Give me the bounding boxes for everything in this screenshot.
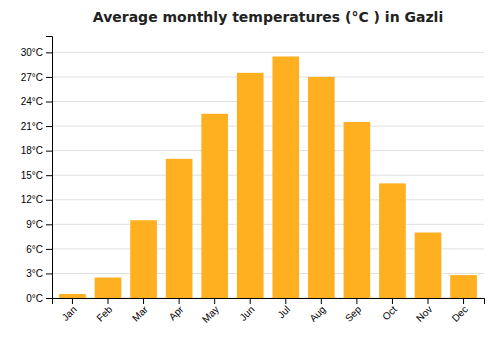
x-tick: Jun <box>237 298 256 323</box>
y-tick-mark <box>46 102 52 103</box>
y-tick-mark <box>46 77 52 78</box>
y-tick-label: 0°C <box>26 293 43 304</box>
y-axis: 0°C 3°C 6°C 9°C 12°C 15°C 18°C 21°C 24°C 27°C 30°C <box>21 37 53 304</box>
y-tick-mark <box>46 52 52 53</box>
x-tick-mark <box>285 298 286 304</box>
x-tick-label: Oct <box>380 304 399 323</box>
x-axis: Jan Feb Mar Apr May Jun Jul Aug Sep Oct Nov Dec <box>53 298 485 325</box>
y-tick: 21°C <box>21 121 52 132</box>
x-tick-label: Jul <box>275 304 292 321</box>
y-tick-mark <box>46 224 52 225</box>
y-tick-mark <box>46 151 52 152</box>
grid-line <box>52 224 484 225</box>
bar <box>59 294 86 298</box>
grid-line <box>52 175 484 176</box>
bar <box>166 159 193 298</box>
x-tick: Mar <box>130 298 150 324</box>
y-tick-label: 30°C <box>21 47 43 58</box>
x-tick-mark <box>143 298 144 304</box>
grid-line <box>52 150 484 151</box>
x-tick-mark <box>72 298 73 304</box>
x-tick-label: May <box>200 304 221 325</box>
x-tick-label: Apr <box>167 303 186 322</box>
y-tick-mark <box>46 273 52 274</box>
bar <box>308 77 335 298</box>
grid-line <box>52 76 484 77</box>
x-tick: May <box>200 298 221 325</box>
x-tick-label: Aug <box>307 304 327 324</box>
y-tick: 30°C <box>21 47 52 58</box>
x-tick-mark <box>463 298 464 304</box>
x-tick-label: Nov <box>414 304 434 324</box>
x-tick: Dec <box>450 298 470 324</box>
y-tick: 27°C <box>21 72 52 83</box>
x-tick: Feb <box>94 298 114 324</box>
y-tick-mark <box>46 298 52 299</box>
title: Average monthly temperatures (°C ) in Ga… <box>93 9 443 25</box>
x-tick: Nov <box>414 298 434 324</box>
x-tick-mark <box>214 298 215 304</box>
x-tick: Aug <box>307 298 327 324</box>
y-tick: 18°C <box>21 145 52 156</box>
x-tick-label: Mar <box>130 303 150 323</box>
y-tick-mark <box>46 175 52 176</box>
y-tick-mark <box>46 126 52 127</box>
grid <box>52 52 484 298</box>
grid-line <box>52 101 484 102</box>
bar <box>344 122 371 298</box>
x-tick-mark <box>179 298 180 304</box>
x-tick-mark <box>321 298 322 304</box>
y-tick-label: 15°C <box>21 170 43 181</box>
y-tick-mark <box>46 249 52 250</box>
y-tick-label: 21°C <box>21 121 43 132</box>
x-tick: Jul <box>275 298 292 320</box>
y-tick: 9°C <box>26 219 52 230</box>
x-axis-line <box>53 299 485 305</box>
y-tick-label: 6°C <box>26 244 43 255</box>
x-tick-label: Jan <box>60 304 79 323</box>
grid-line <box>52 199 484 200</box>
y-tick-label: 27°C <box>21 72 43 83</box>
grid-line <box>52 52 484 53</box>
x-tick: Apr <box>167 298 186 322</box>
x-tick: Jan <box>60 298 79 323</box>
bar <box>201 114 228 298</box>
y-tick-label: 18°C <box>21 145 43 156</box>
bar <box>130 220 157 298</box>
bar <box>415 233 442 299</box>
bars <box>59 56 477 298</box>
x-tick-label: Feb <box>94 303 114 323</box>
x-tick-label: Sep <box>343 303 364 324</box>
grid-line <box>52 126 484 127</box>
y-tick-mark <box>46 200 52 201</box>
y-tick: 0°C <box>26 293 52 304</box>
chart: 0°C 3°C 6°C 9°C 12°C 15°C 18°C 21°C 24°C 27°C 30°C… <box>0 0 500 350</box>
y-axis-line <box>46 37 53 299</box>
plot-area: 0°C 3°C 6°C 9°C 12°C 15°C 18°C 21°C 24°C 27°C 30°C… <box>21 37 485 325</box>
y-tick: 12°C <box>21 194 52 205</box>
bar <box>379 183 406 298</box>
x-tick-mark <box>356 298 357 304</box>
x-tick: Sep <box>343 298 364 324</box>
x-tick-label: Jun <box>237 304 256 323</box>
x-tick-mark <box>250 298 251 304</box>
y-tick-label: 12°C <box>21 194 43 205</box>
bar <box>272 56 299 298</box>
bar <box>95 278 122 298</box>
x-tick-label: Dec <box>450 304 470 324</box>
x-tick: Oct <box>380 298 399 322</box>
bar <box>450 275 477 298</box>
y-tick: 6°C <box>26 244 52 255</box>
y-tick-label: 9°C <box>26 219 43 230</box>
x-tick-mark <box>428 298 429 304</box>
y-tick-label: 3°C <box>26 268 43 279</box>
y-tick: 15°C <box>21 170 52 181</box>
y-tick: 3°C <box>26 268 52 279</box>
y-tick-label: 24°C <box>21 96 43 107</box>
y-tick: 24°C <box>21 96 52 107</box>
x-tick-mark <box>392 298 393 304</box>
x-tick-mark <box>108 298 109 304</box>
bar <box>237 73 264 298</box>
